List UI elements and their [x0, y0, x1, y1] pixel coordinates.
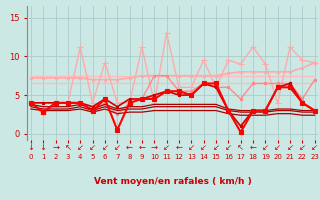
- Text: ↙: ↙: [77, 143, 84, 152]
- Text: ↙: ↙: [188, 143, 195, 152]
- Text: ↓: ↓: [28, 143, 35, 152]
- Text: ↙: ↙: [89, 143, 96, 152]
- Text: ←: ←: [139, 143, 146, 152]
- X-axis label: Vent moyen/en rafales ( km/h ): Vent moyen/en rafales ( km/h ): [94, 177, 252, 186]
- Text: ←: ←: [126, 143, 133, 152]
- Text: →: →: [151, 143, 158, 152]
- Text: ↙: ↙: [225, 143, 232, 152]
- Text: ↙: ↙: [262, 143, 269, 152]
- Text: ↙: ↙: [101, 143, 108, 152]
- Text: ←: ←: [175, 143, 182, 152]
- Text: ↙: ↙: [286, 143, 293, 152]
- Text: ↖: ↖: [64, 143, 71, 152]
- Text: ↙: ↙: [200, 143, 207, 152]
- Text: ↙: ↙: [311, 143, 318, 152]
- Text: ↙: ↙: [274, 143, 281, 152]
- Text: ↓: ↓: [40, 143, 47, 152]
- Text: →: →: [52, 143, 59, 152]
- Text: ↙: ↙: [163, 143, 170, 152]
- Text: ↖: ↖: [237, 143, 244, 152]
- Text: ↙: ↙: [299, 143, 306, 152]
- Text: ↙: ↙: [212, 143, 220, 152]
- Text: ↙: ↙: [114, 143, 121, 152]
- Text: ←: ←: [250, 143, 257, 152]
